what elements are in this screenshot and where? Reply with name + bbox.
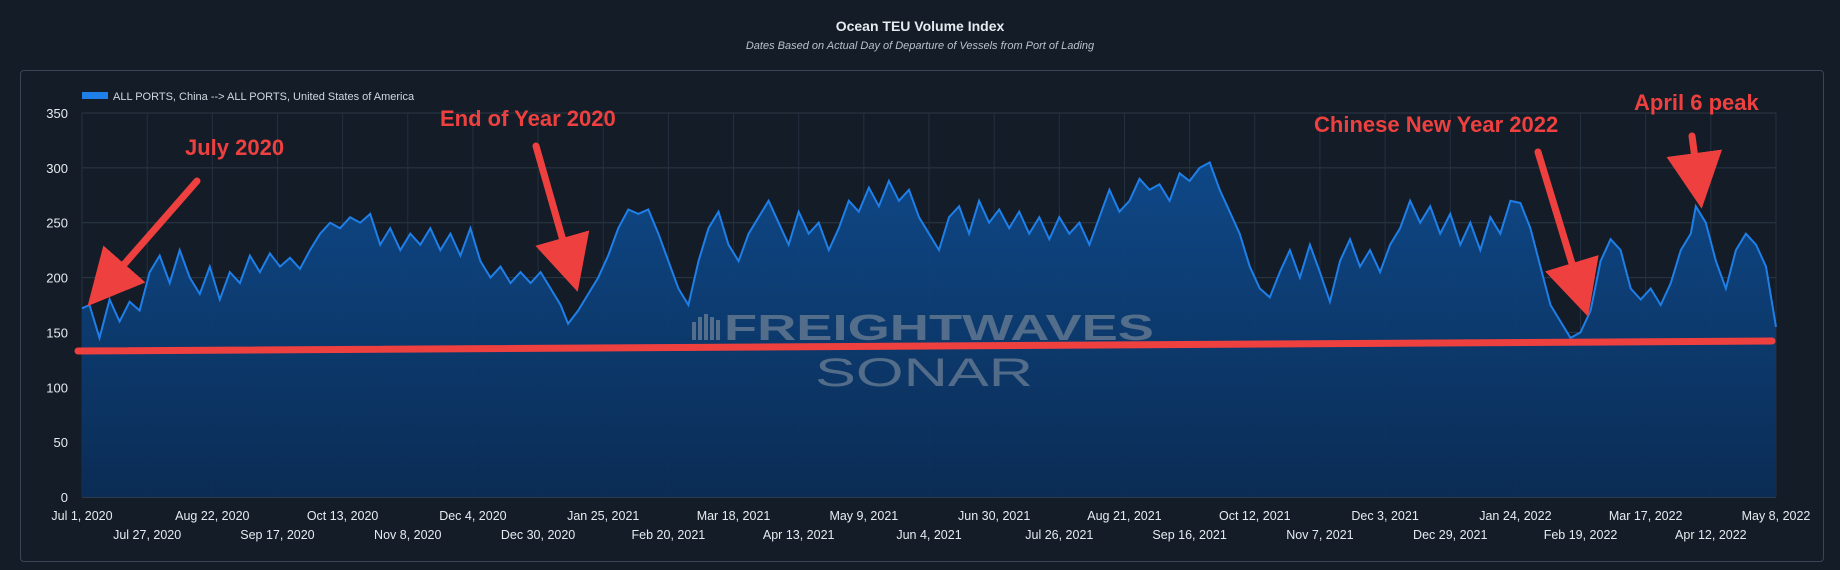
y-tick-label: 350 (46, 106, 68, 121)
annotation-chinese-new-year-2022: Chinese New Year 2022 (1314, 112, 1558, 137)
arrow-july-2020 (87, 177, 201, 307)
y-tick-label: 0 (61, 490, 68, 505)
y-tick-label: 150 (46, 325, 68, 340)
legend-swatch (82, 92, 108, 99)
legend: ALL PORTS, China --> ALL PORTS, United S… (82, 91, 415, 103)
x-tick-label: Jul 1, 2020 (51, 509, 112, 523)
x-tick-label: Jun 30, 2021 (958, 509, 1030, 523)
arrow-chinese-new-year-2022 (1534, 148, 1599, 317)
x-tick-label: Nov 7, 2021 (1286, 528, 1353, 542)
annotation-labels: July 2020 End of Year 2020 Chinese New Y… (185, 90, 1759, 160)
x-tick-label: Dec 30, 2020 (501, 528, 575, 542)
watermark-sonar: SONAR (815, 351, 1033, 395)
y-tick-label: 100 (46, 380, 68, 395)
x-tick-label: Jul 26, 2021 (1025, 528, 1093, 542)
annotation-end-of-year-2020: End of Year 2020 (440, 106, 616, 131)
x-tick-label: Apr 13, 2021 (763, 528, 835, 542)
y-tick-label: 300 (46, 161, 68, 176)
watermark-logo-icon (692, 314, 720, 340)
x-tick-label: May 9, 2021 (829, 509, 898, 523)
x-tick-label: Oct 12, 2021 (1219, 509, 1291, 523)
y-tick-label: 250 (46, 216, 68, 231)
x-tick-label: Aug 21, 2021 (1087, 509, 1161, 523)
x-tick-label: Dec 3, 2021 (1351, 509, 1418, 523)
annotation-july-2020: July 2020 (185, 135, 284, 160)
x-tick-label: Jan 24, 2022 (1479, 509, 1551, 523)
x-tick-label: Feb 19, 2022 (1544, 528, 1618, 542)
arrow-april-6-peak (1666, 132, 1723, 209)
x-tick-label: Sep 16, 2021 (1152, 528, 1226, 542)
x-tick-label: Dec 4, 2020 (439, 509, 506, 523)
x-tick-label: Nov 8, 2020 (374, 528, 441, 542)
series-line (81, 160, 1777, 342)
chart-panel (20, 70, 1824, 562)
baseline-annotation-line (74, 337, 1776, 355)
x-tick-label: Mar 18, 2021 (697, 509, 771, 523)
annotation-april-6-peak: April 6 peak (1634, 90, 1759, 115)
legend-label: ALL PORTS, China --> ALL PORTS, United S… (113, 91, 415, 103)
x-tick-label: Jan 25, 2021 (567, 509, 639, 523)
x-tick-label: May 8, 2022 (1742, 509, 1811, 523)
x-tick-label: Jun 4, 2021 (896, 528, 961, 542)
x-tick-label: Apr 12, 2022 (1675, 528, 1747, 542)
x-tick-label: Oct 13, 2020 (307, 509, 379, 523)
arrow-end-of-year-2020 (532, 142, 590, 292)
series-area (82, 162, 1776, 497)
y-axis-labels: 0 50 100 150 200 250 300 350 (46, 106, 68, 505)
x-tick-label: Mar 17, 2022 (1609, 509, 1683, 523)
watermark-freightwaves: FREIGHTWAVES (724, 307, 1154, 348)
x-tick-label: Feb 20, 2021 (632, 528, 706, 542)
chart-title: Ocean TEU Volume Index (835, 18, 1005, 34)
y-tick-label: 200 (46, 271, 68, 286)
x-tick-label: Sep 17, 2020 (240, 528, 314, 542)
chart-subtitle: Dates Based on Actual Day of Departure o… (745, 40, 1095, 52)
x-tick-label: Jul 27, 2020 (113, 528, 181, 542)
x-tick-label: Dec 29, 2021 (1413, 528, 1487, 542)
x-tick-label: Aug 22, 2020 (175, 509, 249, 523)
y-tick-label: 50 (54, 435, 68, 450)
watermark: FREIGHTWAVES SONAR (692, 307, 1154, 395)
annotation-arrows (87, 132, 1723, 317)
x-axis-labels: Jul 1, 2020 Aug 22, 2020 Oct 13, 2020 Dec 4… (51, 509, 1810, 542)
